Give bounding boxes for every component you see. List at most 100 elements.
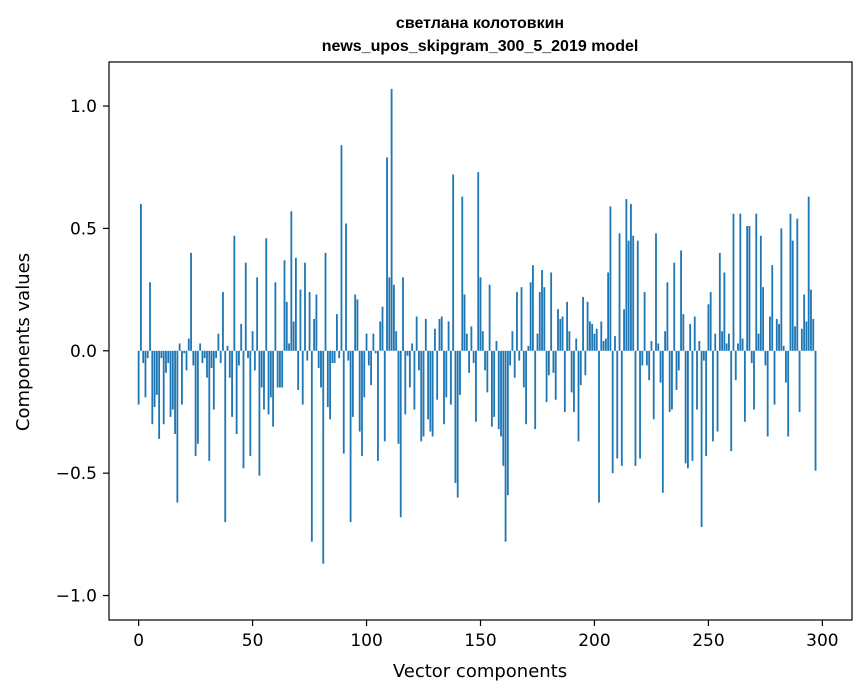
bar-92	[347, 350, 350, 361]
bar-278	[771, 265, 774, 351]
bar-85	[331, 350, 334, 364]
bar-294	[807, 196, 810, 351]
bar-82	[324, 252, 327, 351]
bar-12	[165, 350, 167, 373]
bars-group	[137, 88, 817, 564]
bar-265	[741, 338, 744, 351]
bar-187	[563, 350, 566, 412]
bar-94	[351, 350, 354, 417]
bar-147	[472, 350, 475, 364]
bar-279	[773, 350, 776, 405]
bar-176	[538, 292, 541, 351]
bar-71	[299, 289, 302, 351]
x-tick-label: 250	[692, 631, 724, 651]
bar-67	[290, 211, 293, 351]
bar-109	[386, 157, 388, 351]
bar-190	[570, 350, 573, 393]
bar-214	[625, 199, 628, 351]
bar-46	[242, 350, 245, 469]
bar-267	[746, 225, 749, 351]
bar-119	[408, 350, 411, 388]
x-tick-label: 200	[578, 631, 610, 651]
bar-286	[789, 213, 792, 351]
bar-30	[206, 350, 208, 378]
bar-220	[639, 350, 641, 459]
bar-217	[632, 235, 635, 351]
bar-75	[308, 292, 311, 351]
bar-142	[461, 196, 464, 351]
bar-227	[655, 233, 657, 351]
bar-194	[579, 350, 582, 386]
bar-98	[361, 350, 363, 457]
bar-185	[559, 318, 562, 351]
bar-14	[169, 350, 172, 417]
bar-36	[219, 350, 222, 364]
bar-140	[456, 350, 459, 498]
bar-290	[798, 350, 801, 412]
bar-68	[292, 321, 295, 351]
bar-32	[210, 350, 213, 368]
bar-258	[725, 343, 728, 351]
bar-13	[167, 350, 170, 364]
bar-254	[716, 350, 719, 432]
bar-200	[593, 333, 596, 351]
bar-237	[677, 350, 680, 371]
bar-197	[586, 301, 589, 351]
bar-65	[285, 301, 288, 351]
bar-255	[718, 252, 721, 351]
bar-174	[534, 350, 537, 430]
bar-6	[151, 350, 154, 425]
bar-248	[702, 350, 705, 361]
bar-124	[420, 350, 423, 442]
bar-83	[326, 350, 329, 408]
plot-area-frame	[108, 61, 853, 621]
bar-47	[244, 262, 247, 351]
bar-108	[383, 350, 386, 442]
bar-88	[338, 350, 341, 359]
bar-181	[550, 272, 553, 351]
bar-143	[463, 294, 466, 351]
bar-219	[636, 240, 639, 351]
bar-270	[753, 350, 755, 410]
bar-115	[399, 350, 402, 518]
bar-242	[689, 323, 692, 351]
bar-37	[222, 292, 224, 351]
bar-280	[775, 318, 778, 351]
bar-125	[422, 350, 425, 437]
bar-136	[447, 321, 450, 351]
bar-198	[588, 321, 591, 351]
bar-33	[212, 350, 215, 410]
bar-160	[502, 350, 505, 466]
bar-22	[187, 338, 190, 351]
bar-156	[493, 350, 496, 417]
bar-117	[404, 350, 407, 415]
bar-184	[557, 309, 559, 351]
bar-16	[174, 350, 176, 434]
bar-27	[199, 343, 202, 351]
bar-60	[274, 282, 277, 351]
chart-title-line-1: светлана колотовкин	[396, 15, 564, 32]
bar-261	[732, 213, 735, 351]
bar-218	[634, 350, 637, 466]
bar-49	[249, 350, 252, 457]
x-tick-label: 50	[242, 631, 264, 651]
bar-29	[203, 350, 206, 359]
bar-159	[500, 350, 502, 437]
bar-161	[504, 350, 507, 542]
bar-130	[434, 328, 436, 351]
bar-95	[354, 294, 357, 351]
bar-72	[301, 350, 304, 405]
bar-240	[684, 350, 687, 464]
bar-3	[144, 350, 147, 398]
bar-53	[258, 350, 261, 476]
bar-246	[698, 341, 701, 351]
bar-111	[390, 88, 393, 351]
bar-84	[329, 350, 331, 420]
x-tick-label: 100	[350, 631, 382, 651]
bar-35	[217, 333, 220, 351]
bar-196	[584, 350, 587, 376]
bar-288	[794, 326, 796, 351]
bar-18	[178, 343, 181, 351]
bar-277	[769, 316, 771, 351]
